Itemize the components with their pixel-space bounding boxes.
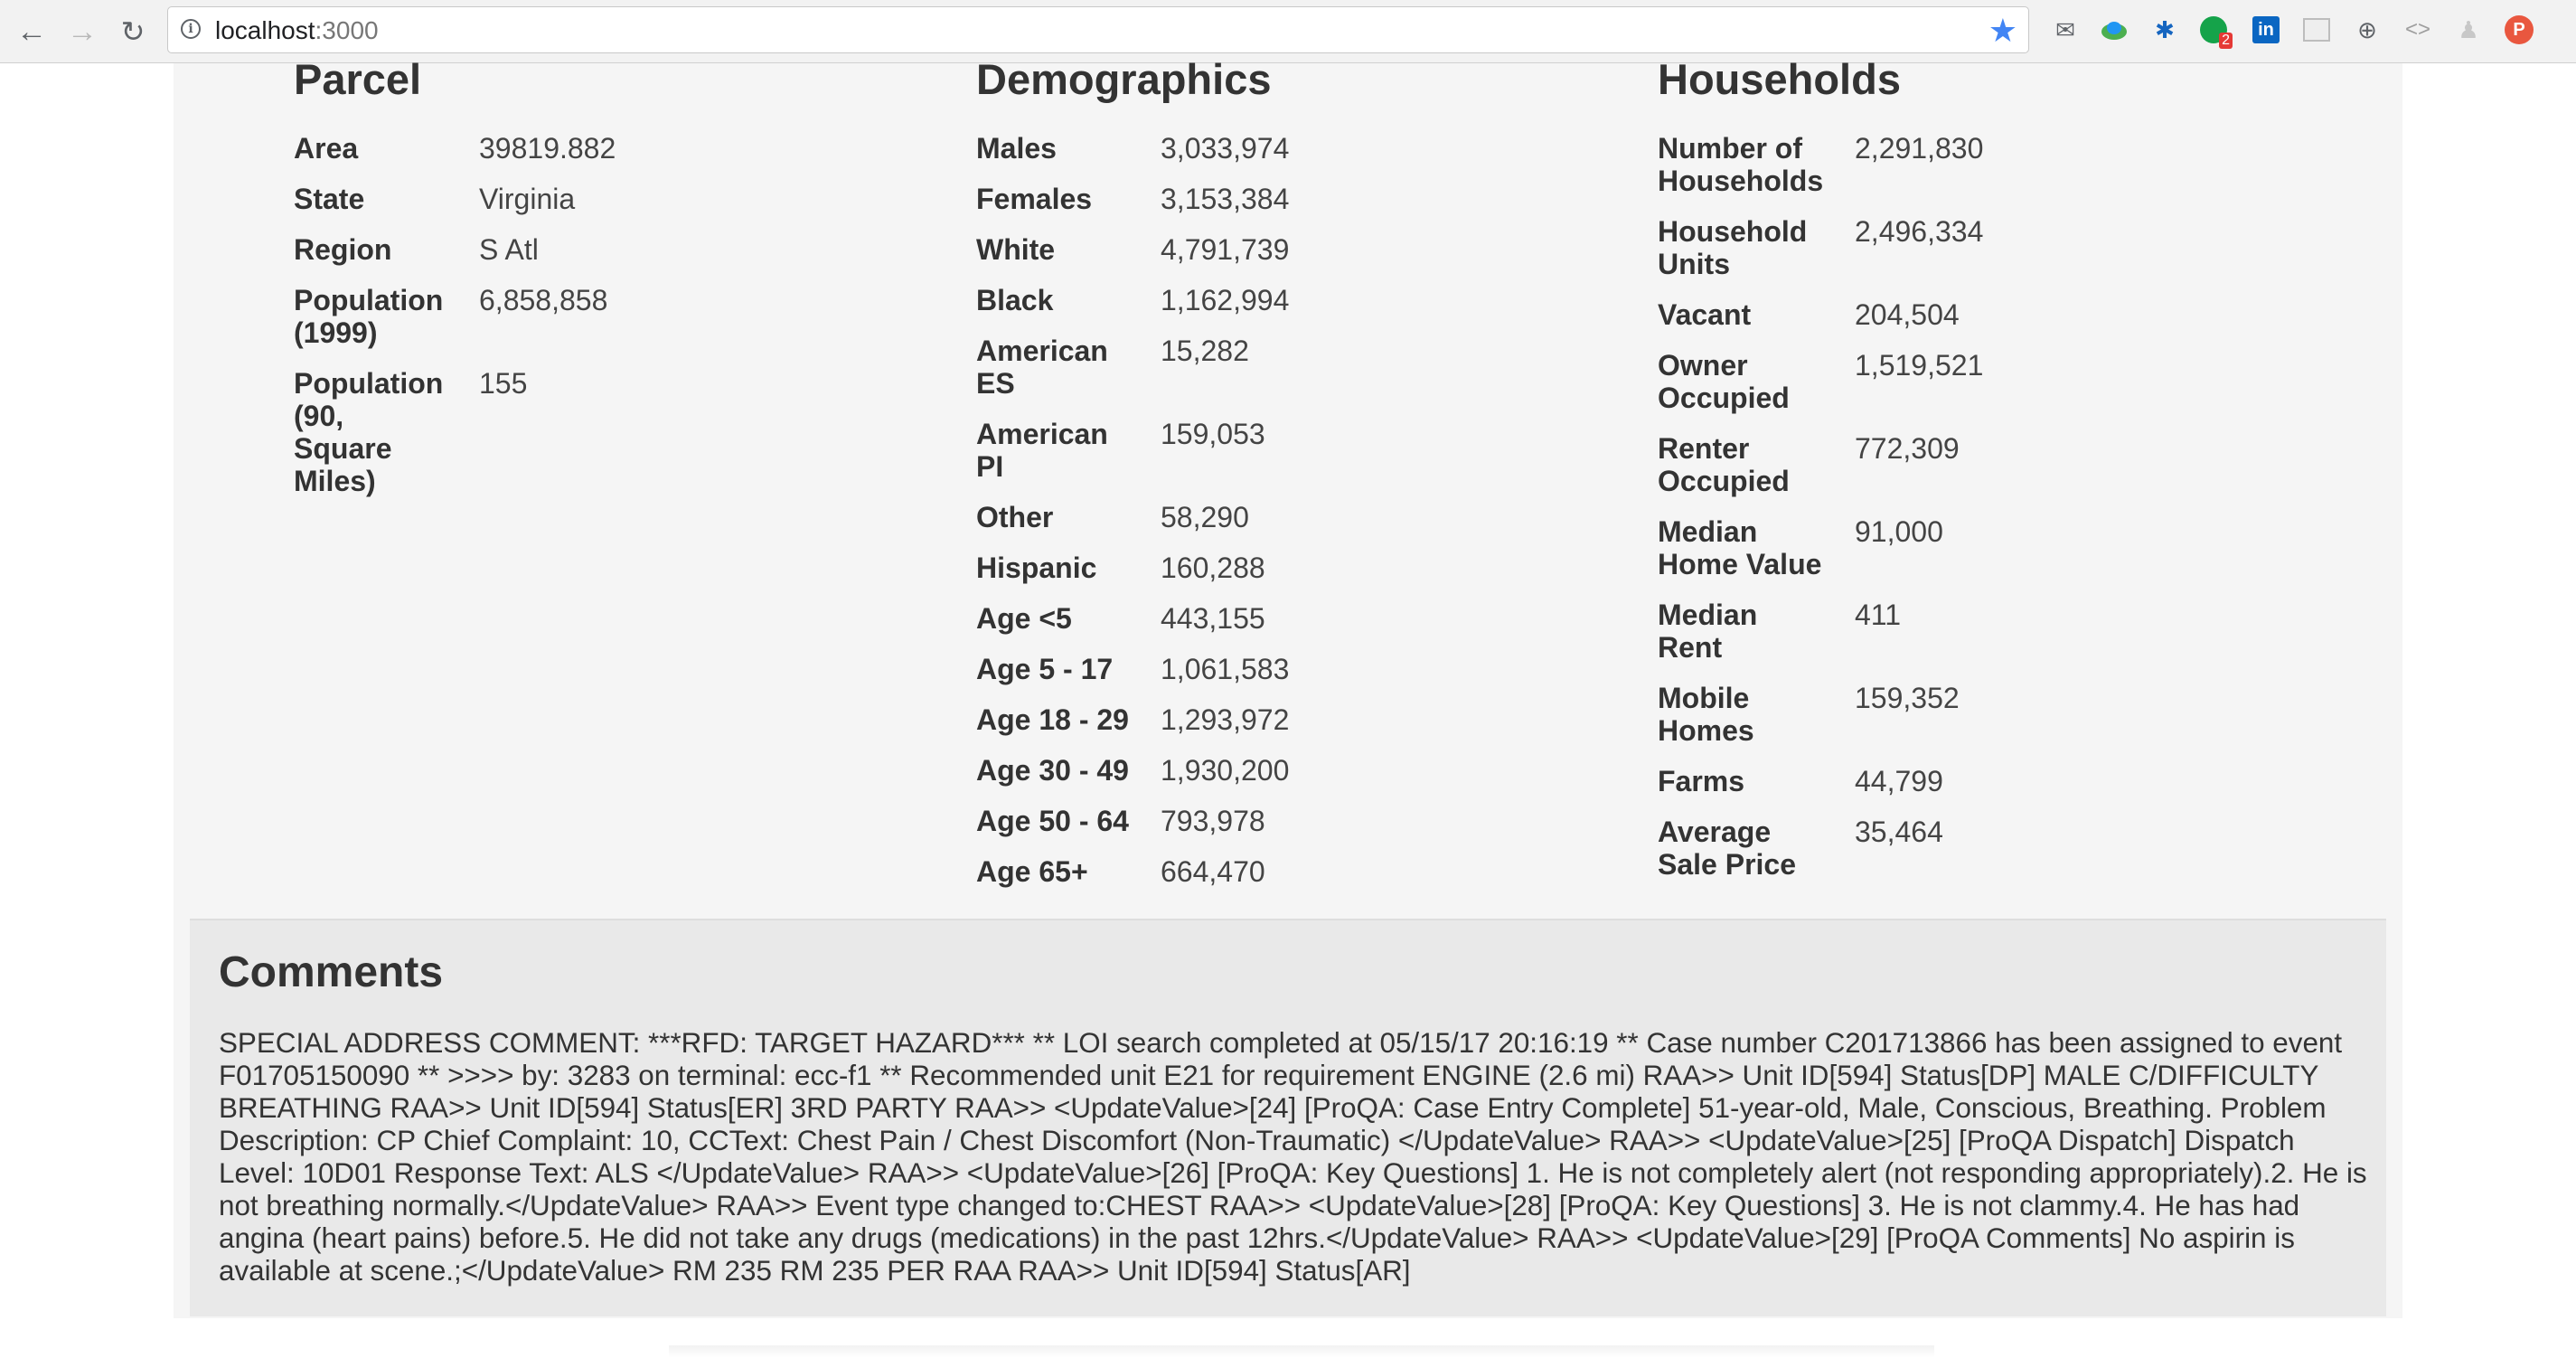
info-icon[interactable]: i bbox=[181, 19, 201, 39]
demographics-row-label: Age 30 - 49 bbox=[976, 754, 1129, 787]
url-host: localhost bbox=[215, 16, 315, 44]
linkedin-icon[interactable]: in bbox=[2251, 14, 2281, 45]
parcel-row-value: S Atl bbox=[479, 233, 539, 266]
back-icon[interactable]: ← bbox=[16, 14, 47, 49]
cloud-sync-svg bbox=[2101, 22, 2127, 40]
demographics-row-label: Black bbox=[976, 284, 1054, 316]
comments-text: SPECIAL ADDRESS COMMENT: ***RFD: TARGET … bbox=[219, 1027, 2367, 1287]
households-row-value: 2,496,334 bbox=[1855, 215, 1984, 248]
households-row-value: 2,291,830 bbox=[1855, 132, 1984, 165]
bookmark-star-icon[interactable]: ★ bbox=[1988, 12, 2017, 49]
puzzle-extension-icon[interactable]: ✱ bbox=[2155, 16, 2175, 43]
parcel-row-label: Population (1999) bbox=[294, 284, 444, 349]
households-row-value: 35,464 bbox=[1855, 816, 1943, 848]
households-row-value: 159,352 bbox=[1855, 682, 1960, 714]
households-row-value: 772,309 bbox=[1855, 432, 1960, 465]
households-row-label: Farms bbox=[1658, 765, 1745, 797]
demographics-row-value: 793,978 bbox=[1161, 805, 1265, 837]
households-row-label: Mobile Homes bbox=[1658, 682, 1754, 747]
parcel-row-label: Region bbox=[294, 233, 392, 266]
demographics-row-label: Age 65+ bbox=[976, 855, 1088, 888]
comments-section: Comments SPECIAL ADDRESS COMMENT: ***RFD… bbox=[190, 919, 2386, 1316]
households-row-label: Median Rent bbox=[1658, 599, 1758, 664]
parcel-heading: Parcel bbox=[294, 55, 422, 103]
households-row-label: Number of Households bbox=[1658, 132, 1824, 197]
browser-toolbar: ← → ↻ i localhost:3000 ★ ✉ ✱ 2 in ⊕ <> ♟… bbox=[0, 0, 2576, 63]
parcel-row-value: 39819.882 bbox=[479, 132, 616, 165]
demographics-row-label: Other bbox=[976, 501, 1054, 533]
profile-initial: P bbox=[2505, 15, 2534, 44]
households-row-value: 91,000 bbox=[1855, 515, 1943, 548]
households-row-value: 44,799 bbox=[1855, 765, 1943, 797]
demographics-row-label: Hispanic bbox=[976, 552, 1097, 584]
parcel-row-value: 6,858,858 bbox=[479, 284, 608, 316]
user-extension-icon[interactable]: ♟ bbox=[2458, 16, 2479, 43]
demographics-row-label: Age <5 bbox=[976, 602, 1072, 635]
demographics-row-label: Age 50 - 64 bbox=[976, 805, 1129, 837]
demographics-row-label: Males bbox=[976, 132, 1057, 165]
demographics-row-value: 1,061,583 bbox=[1161, 653, 1290, 685]
parcel-row-label: Population (90, Square Miles) bbox=[294, 367, 444, 497]
window-extension-icon[interactable] bbox=[2301, 14, 2332, 45]
demographics-row-value: 1,293,972 bbox=[1161, 703, 1290, 736]
demographics-row-value: 160,288 bbox=[1161, 552, 1265, 584]
demographics-row-label: American PI bbox=[976, 418, 1108, 483]
households-row-label: Vacant bbox=[1658, 298, 1752, 331]
demographics-row-value: 1,162,994 bbox=[1161, 284, 1290, 316]
households-heading: Households bbox=[1658, 55, 1901, 103]
grammar-badge-circle: 2 bbox=[2200, 16, 2233, 49]
profile-avatar[interactable]: P bbox=[2504, 14, 2534, 45]
households-row-label: Owner Occupied bbox=[1658, 349, 1790, 414]
address-bar[interactable]: i localhost:3000 ★ bbox=[167, 6, 2029, 53]
households-row-label: Household Units bbox=[1658, 215, 1808, 280]
parcel-row-label: State bbox=[294, 183, 365, 215]
target-extension-icon[interactable]: ⊕ bbox=[2357, 16, 2377, 43]
demographics-row-value: 3,153,384 bbox=[1161, 183, 1290, 215]
parcel-row-label: Area bbox=[294, 132, 359, 165]
households-row-value: 411 bbox=[1855, 599, 1902, 631]
parcel-row-value: Virginia bbox=[479, 183, 576, 215]
page-footer-shadow bbox=[669, 1345, 1934, 1358]
comments-heading: Comments bbox=[219, 948, 444, 996]
mail-icon[interactable]: ✉ bbox=[2055, 16, 2075, 43]
parcel-row-value: 155 bbox=[479, 367, 528, 400]
cloud-sync-icon[interactable] bbox=[2099, 14, 2129, 45]
extension-badge-count: 2 bbox=[2219, 33, 2233, 49]
demographics-heading: Demographics bbox=[976, 55, 1272, 103]
demographics-row-value: 15,282 bbox=[1161, 335, 1249, 367]
demographics-row-value: 664,470 bbox=[1161, 855, 1265, 888]
linkedin-logo: in bbox=[2252, 16, 2280, 43]
grammar-extension-icon[interactable]: 2 bbox=[2198, 14, 2233, 49]
demographics-row-label: Age 5 - 17 bbox=[976, 653, 1114, 685]
demographics-row-value: 58,290 bbox=[1161, 501, 1249, 533]
demographics-row-value: 443,155 bbox=[1161, 602, 1265, 635]
demographics-row-label: Age 18 - 29 bbox=[976, 703, 1129, 736]
demographics-row-label: American ES bbox=[976, 335, 1108, 400]
demographics-row-label: White bbox=[976, 233, 1056, 266]
url-text[interactable]: localhost:3000 bbox=[215, 16, 379, 45]
demographics-row-label: Females bbox=[976, 183, 1093, 215]
url-port: :3000 bbox=[315, 16, 379, 44]
forward-icon[interactable]: → bbox=[67, 14, 98, 49]
window-shape bbox=[2303, 18, 2330, 42]
demographics-row-value: 1,930,200 bbox=[1161, 754, 1290, 787]
households-row-label: Renter Occupied bbox=[1658, 432, 1790, 497]
reload-icon[interactable]: ↻ bbox=[120, 15, 146, 48]
households-row-value: 1,519,521 bbox=[1855, 349, 1984, 382]
code-extension-icon[interactable]: <> bbox=[2404, 17, 2431, 42]
households-row-label: Average Sale Price bbox=[1658, 816, 1796, 881]
demographics-row-value: 159,053 bbox=[1161, 418, 1265, 450]
demographics-row-value: 4,791,739 bbox=[1161, 233, 1290, 266]
households-row-value: 204,504 bbox=[1855, 298, 1960, 331]
households-row-label: Median Home Value bbox=[1658, 515, 1822, 580]
demographics-row-value: 3,033,974 bbox=[1161, 132, 1290, 165]
